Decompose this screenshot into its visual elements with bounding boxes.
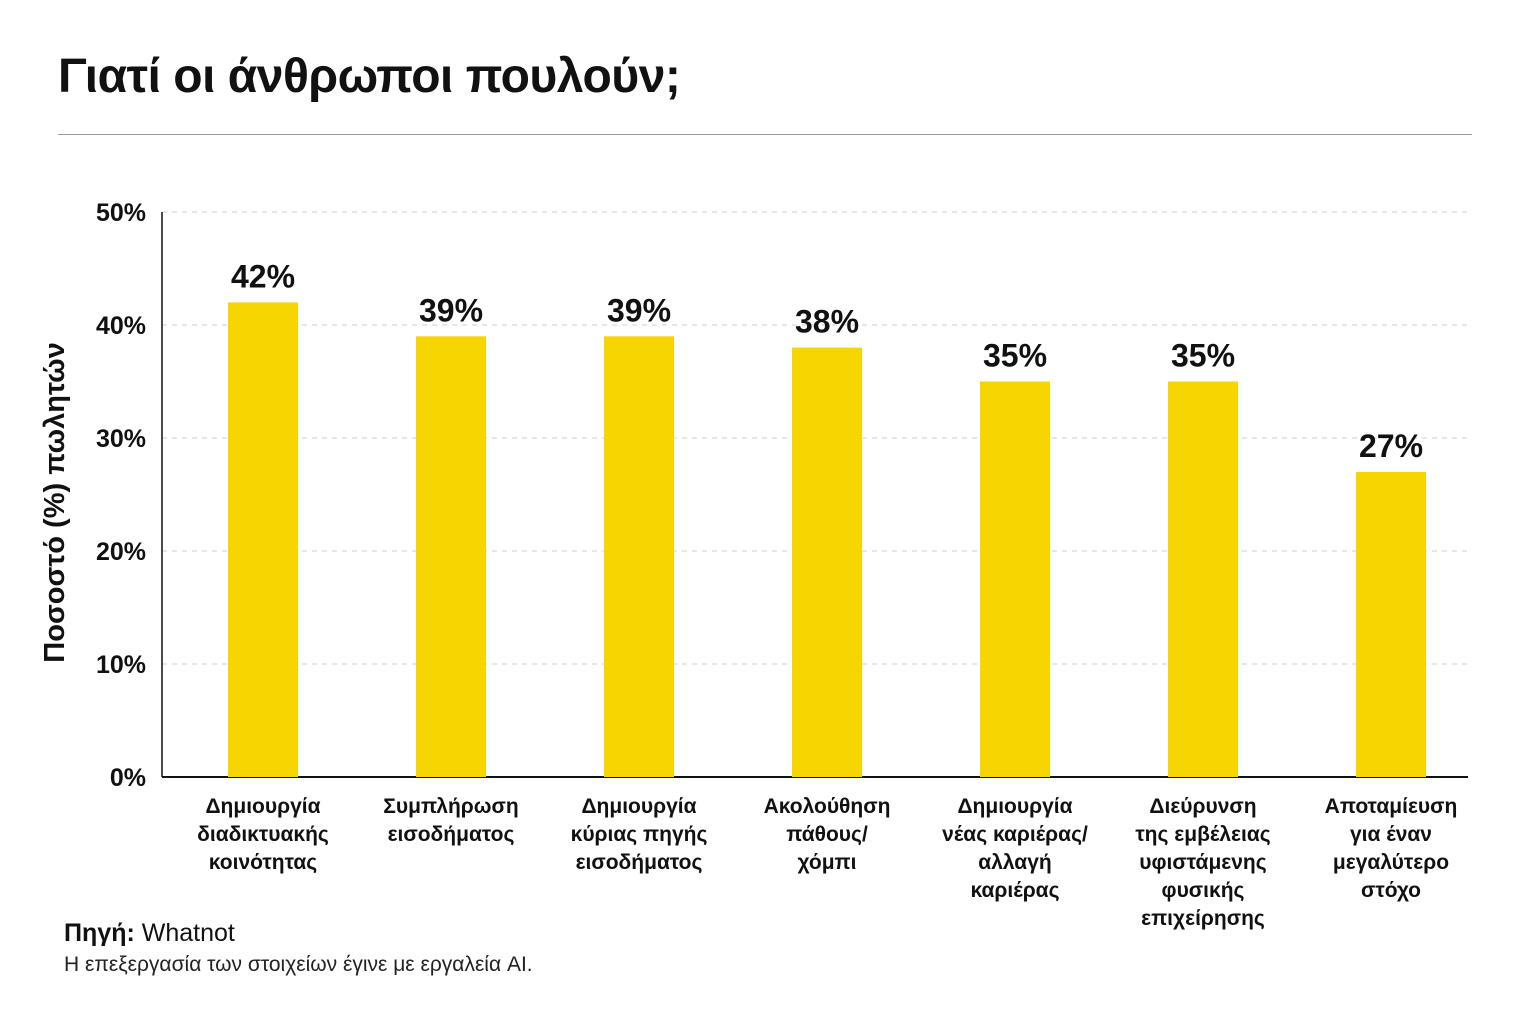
y-tick-label: 40% xyxy=(96,312,146,340)
bar xyxy=(604,336,674,777)
y-tick-label: 20% xyxy=(96,538,146,566)
value-label: 35% xyxy=(983,338,1047,374)
source-prefix: Πηγή: xyxy=(64,919,135,947)
bar xyxy=(1356,471,1426,777)
category-label: Διεύρυνση της εμβέλειας υφιστάμενης φυσικής… xyxy=(1135,795,1270,930)
value-label: 27% xyxy=(1359,428,1423,464)
y-tick-label: 10% xyxy=(96,651,146,679)
category-label: Συμπλήρωση εισοδήματος xyxy=(383,795,518,846)
source-note: Η επεξεργασία των στοιχείων έγινε με εργ… xyxy=(64,953,533,976)
bar xyxy=(228,302,298,777)
bar xyxy=(1168,381,1238,777)
source-name: Whatnot xyxy=(134,919,235,947)
value-label: 42% xyxy=(231,258,295,294)
y-tick-label: 30% xyxy=(96,425,146,453)
source-line: Πηγή: Whatnot xyxy=(64,918,235,948)
category-labels: Δημιουργία διαδικτυακής κοινότητας Συμπλήρω… xyxy=(197,795,1457,930)
category-label: Δημιουργία κύριας πηγής εισοδήματος xyxy=(571,795,708,874)
category-label: Αποταμίευση για έναν μεγαλύτερο στόχο xyxy=(1325,795,1458,902)
y-tick-label: 50% xyxy=(96,199,146,227)
value-labels: 42% 39% 39% 38% 35% 35% 27% xyxy=(231,258,1423,464)
category-label: Ακολούθηση πάθους/χόμπι xyxy=(764,795,891,874)
bar xyxy=(416,336,486,777)
value-label: 38% xyxy=(795,304,859,340)
title-divider xyxy=(58,134,1472,135)
value-label: 39% xyxy=(607,292,671,328)
y-tick-label: 0% xyxy=(110,764,146,792)
value-label: 39% xyxy=(419,292,483,328)
y-tick-labels: 0% 10% 20% 30% 40% 50% xyxy=(96,199,146,792)
bar xyxy=(792,347,862,777)
bar xyxy=(980,381,1050,777)
page-title: Γιατί οι άνθρωποι πουλούν; xyxy=(58,50,681,103)
category-label: Δημιουργία νέας καριέρας/αλλαγή καριέρας xyxy=(942,795,1088,902)
bars xyxy=(228,302,1426,777)
category-label: Δημιουργία διαδικτυακής κοινότητας xyxy=(197,795,329,874)
y-axis-title: Ποσοστό (%) πωλητών xyxy=(39,342,71,662)
value-label: 35% xyxy=(1171,338,1235,374)
